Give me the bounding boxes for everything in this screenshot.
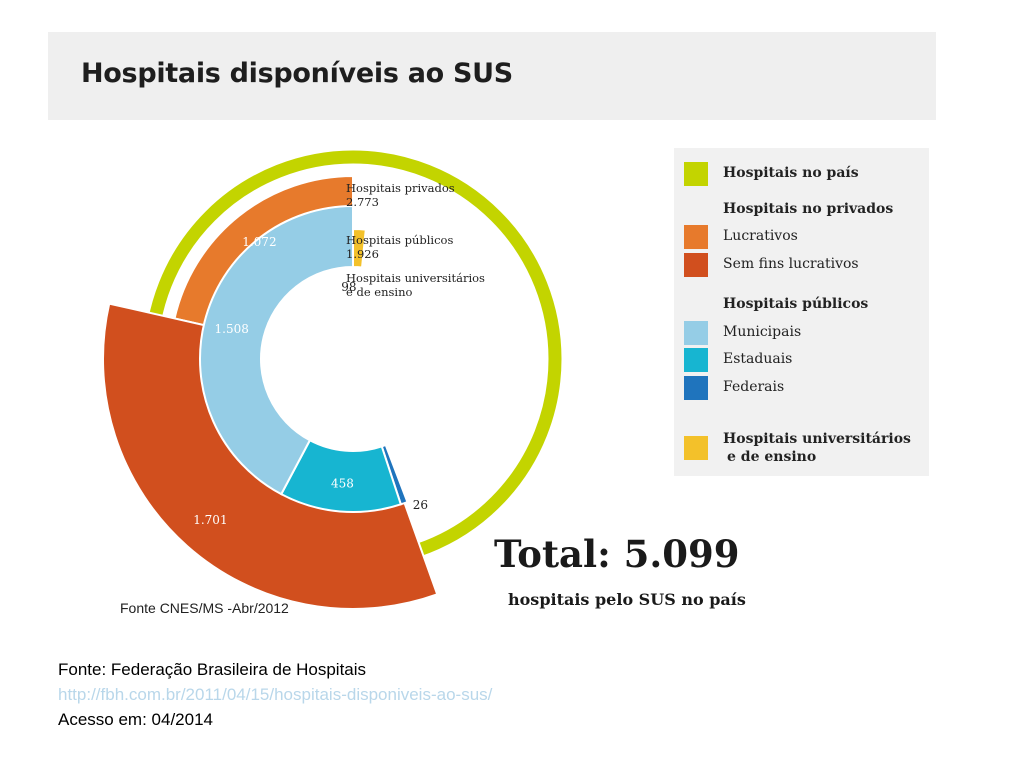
data-label-federais: 26 — [413, 498, 428, 512]
legend-label-universitarios-2: e de ensino — [727, 449, 817, 465]
chart-source-note: Fonte CNES/MS -Abr/2012 — [120, 600, 289, 616]
legend-swatch-municipais — [684, 321, 708, 345]
legend-swatch-pais — [684, 162, 708, 186]
legend-label-lucrativos: Lucrativos — [723, 228, 798, 244]
group-annotation-3-line-1: Hospitais universitários — [346, 271, 485, 285]
total-value: Total: 5.099 — [494, 532, 740, 576]
footer-access-date: Acesso em: 04/2014 — [58, 710, 213, 729]
legend-swatch-universitarios — [684, 436, 708, 460]
group-annotation-1-line-2: 2.773 — [346, 195, 379, 209]
group-annotation-2-line-2: 1.926 — [346, 247, 379, 261]
footer-link-line: http://fbh.com.br/2011/04/15/hospitais-d… — [58, 685, 492, 705]
title-bar: Hospitais disponíveis ao SUS — [48, 32, 936, 120]
footer-link[interactable]: http://fbh.com.br/2011/04/15/hospitais-d… — [58, 685, 493, 704]
group-annotation-1-line-1: Hospitais privados — [346, 181, 455, 195]
legend-label-universitarios-1: Hospitais universitários — [723, 431, 911, 447]
group-annotation-3-line-2: e de ensino — [346, 285, 412, 299]
legend-label-estaduais: Estaduais — [723, 351, 793, 367]
legend-swatch-estaduais — [684, 348, 708, 372]
total-caption: hospitais pelo SUS no país — [508, 590, 746, 609]
data-label-sem-fins: 1.701 — [193, 513, 227, 527]
data-label-municipais: 1.508 — [215, 322, 249, 336]
data-label-universitarios: 98 — [341, 280, 356, 294]
legend-swatch-lucrativos — [684, 225, 708, 249]
data-label-estaduais: 458 — [331, 477, 354, 491]
infographic: Hospitais disponíveis ao SUS 1.072 1.701 1… — [48, 32, 936, 632]
legend-heading-privados: Hospitais no privados — [723, 201, 894, 217]
legend-heading-publicos: Hospitais públicos — [723, 296, 869, 312]
donut-chart: 1.072 1.701 1.508 458 26 98 Hospitais privados… — [102, 150, 562, 610]
data-label-lucrativos: 1.072 — [242, 235, 276, 249]
legend-label-sem-fins: Sem fins lucrativos — [723, 256, 859, 272]
legend-label-federais: Federais — [723, 379, 785, 395]
legend-swatch-sem-fins — [684, 253, 708, 277]
segment-municipais — [199, 204, 354, 496]
segment-universitarios — [352, 227, 367, 269]
chart-title: Hospitais disponíveis ao SUS — [81, 58, 513, 89]
legend: Hospitais no país Hospitais no privados … — [674, 148, 929, 476]
legend-swatch-federais — [684, 376, 708, 400]
legend-label-municipais: Municipais — [723, 324, 802, 340]
group-annotation-2-line-1: Hospitais públicos — [346, 233, 453, 247]
legend-label-pais: Hospitais no país — [723, 165, 859, 181]
footer-source: Fonte: Federação Brasileira de Hospitais — [58, 660, 367, 679]
